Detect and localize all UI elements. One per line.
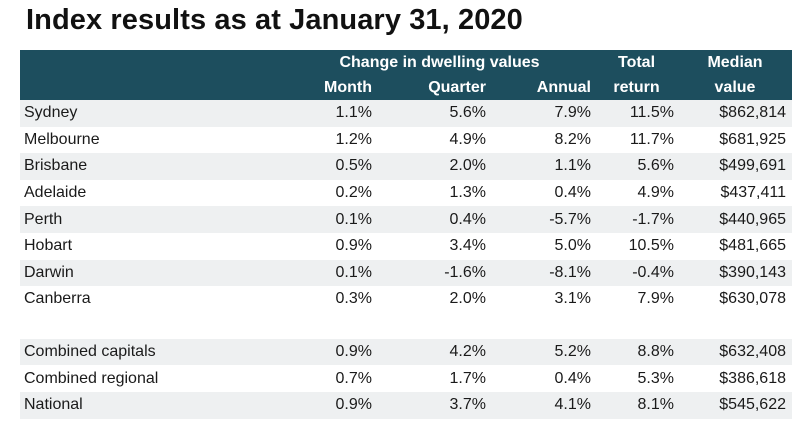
table-body: Sydney 1.1% 5.6% 7.9% 11.5% $862,814 Melbourne… (20, 100, 792, 419)
cell-month: 0.9% (335, 396, 372, 414)
cell-month: 0.3% (335, 290, 372, 308)
cell-quarter: 4.2% (449, 343, 486, 361)
cell-city-name: Melbourne (24, 130, 100, 148)
cell-median-value: $440,965 (719, 210, 786, 228)
cell-annual: 5.0% (554, 237, 591, 255)
cell-month: 1.2% (335, 130, 372, 148)
table-row: Melbourne 1.2% 4.9% 8.2% 11.7% $681,925 (20, 127, 792, 154)
cell-quarter: 1.7% (449, 369, 486, 387)
cell-annual: -8.1% (549, 263, 591, 281)
cell-quarter: 0.4% (449, 210, 486, 228)
cell-quarter: -1.6% (444, 263, 486, 281)
cell-annual: 8.2% (554, 130, 591, 148)
cell-quarter: 3.4% (449, 237, 486, 255)
cell-month: 0.9% (335, 343, 372, 361)
header-median-value-line2: value (714, 79, 756, 96)
cell-quarter: 3.7% (449, 396, 486, 414)
header-total-return-line2: return (613, 79, 660, 96)
cell-annual: -5.7% (549, 210, 591, 228)
table-row: Sydney 1.1% 5.6% 7.9% 11.5% $862,814 (20, 100, 792, 127)
cell-total-return: 11.7% (629, 130, 674, 148)
cell-annual: 7.9% (554, 104, 591, 122)
table-row: Perth 0.1% 0.4% -5.7% -1.7% $440,965 (20, 206, 792, 233)
cell-city-name: Perth (24, 210, 63, 228)
cell-quarter: 2.0% (449, 157, 486, 175)
cell-median-value: $630,078 (719, 290, 786, 308)
cell-total-return: 11.5% (629, 104, 674, 122)
cell-annual: 1.1% (554, 157, 591, 175)
cell-city-name: Canberra (24, 290, 91, 308)
cell-city-name: Hobart (24, 237, 73, 255)
cell-month: 1.1% (335, 104, 372, 122)
cell-quarter: 2.0% (449, 290, 486, 308)
table-row: Darwin 0.1% -1.6% -8.1% -0.4% $390,143 (20, 259, 792, 287)
cell-total-return: -0.4% (632, 263, 674, 281)
group-header-change-in-dwelling-values: Change in dwelling values (339, 54, 540, 71)
header-month: Month (324, 79, 372, 96)
cell-median-value: $437,411 (720, 184, 786, 202)
cell-total-return: 10.5% (628, 237, 674, 255)
cell-city-name: Combined capitals (24, 343, 156, 361)
cell-month: 0.9% (335, 237, 372, 255)
header-blank (20, 50, 274, 75)
header-total-return-line1: Total (617, 54, 656, 71)
table-row: National 0.9% 3.7% 4.1% 8.1% $545,622 (20, 391, 792, 419)
page-title: Index results as at January 31, 2020 (26, 4, 523, 36)
cell-quarter: 1.3% (449, 184, 486, 202)
table-row: Adelaide 0.2% 1.3% 0.4% 4.9% $437,411 (20, 180, 792, 207)
separator-cell (20, 313, 792, 339)
cell-median-value: $481,665 (719, 237, 786, 255)
cell-median-value: $681,925 (719, 130, 786, 148)
cell-total-return: 7.9% (637, 290, 674, 308)
cell-annual: 5.2% (554, 343, 591, 361)
table-row: Hobart 0.9% 3.4% 5.0% 10.5% $481,665 (20, 233, 792, 260)
cell-annual: 4.1% (554, 396, 591, 414)
cell-month: 0.7% (335, 369, 372, 387)
cell-quarter: 5.6% (449, 104, 486, 122)
header-annual: Annual (536, 79, 591, 96)
cell-median-value: $862,814 (719, 104, 786, 122)
cell-annual: 0.4% (554, 369, 591, 387)
cell-total-return: 4.9% (637, 184, 674, 202)
cell-annual: 3.1% (554, 290, 591, 308)
cell-quarter: 4.9% (449, 130, 486, 148)
cell-median-value: $632,408 (719, 343, 786, 361)
header-quarter: Quarter (428, 79, 486, 96)
header-blank (20, 75, 274, 100)
cell-city-name: Adelaide (24, 184, 87, 202)
cell-month: 0.2% (335, 184, 372, 202)
table-header: Change in dwelling values Total Median M… (20, 50, 792, 100)
table-row: Combined capitals 0.9% 4.2% 5.2% 8.8% $632,40… (20, 338, 792, 366)
cell-city-name: Sydney (24, 104, 78, 122)
table-row: Canberra 0.3% 2.0% 3.1% 7.9% $630,078 (20, 286, 792, 313)
cell-median-value: $499,691 (719, 157, 786, 175)
cell-total-return: 5.6% (637, 157, 674, 175)
table-row: Brisbane 0.5% 2.0% 1.1% 5.6% $499,691 (20, 153, 792, 180)
cell-city-name: National (24, 396, 83, 414)
cell-median-value: $390,143 (719, 263, 786, 281)
table-row: Combined regional 0.7% 1.7% 0.4% 5.3% $386,61… (20, 365, 792, 392)
cell-total-return: -1.7% (632, 210, 674, 228)
cell-month: 0.1% (335, 210, 372, 228)
cell-city-name: Brisbane (24, 157, 88, 175)
cell-city-name: Darwin (24, 263, 74, 281)
cell-total-return: 8.8% (637, 343, 674, 361)
cell-city-name: Combined regional (24, 369, 159, 387)
cell-median-value: $386,618 (719, 369, 786, 387)
cell-median-value: $545,622 (719, 396, 786, 414)
header-median-value-line1: Median (707, 54, 763, 71)
cell-month: 0.1% (335, 263, 372, 281)
cell-total-return: 5.3% (637, 369, 674, 387)
cell-total-return: 8.1% (637, 396, 674, 414)
cell-annual: 0.4% (554, 184, 591, 202)
separator-row (20, 313, 792, 339)
index-results-table: Change in dwelling values Total Median M… (20, 50, 792, 419)
cell-month: 0.5% (335, 157, 372, 175)
